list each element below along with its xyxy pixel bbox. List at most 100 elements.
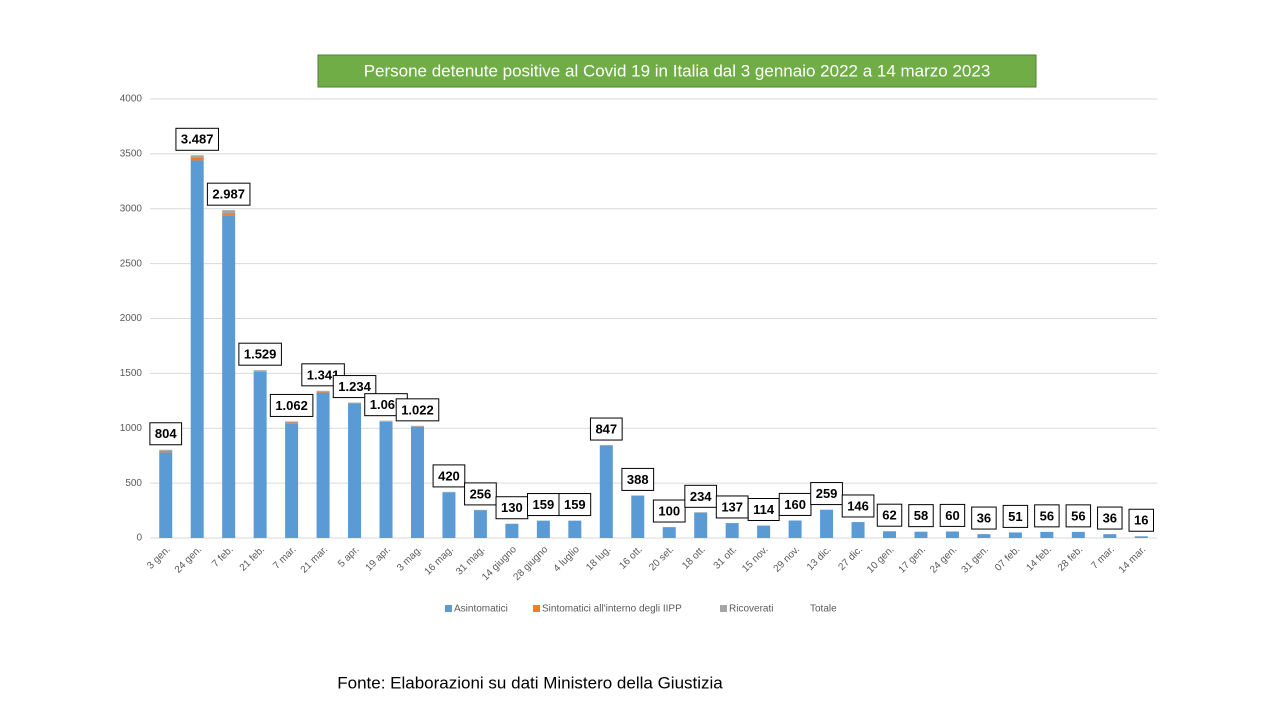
y-tick-label: 500 (125, 478, 142, 489)
x-tick-label: 7 mar. (271, 544, 298, 571)
data-label: 36 (1103, 510, 1117, 525)
bar-segment (474, 510, 487, 538)
bar-segment (191, 155, 204, 157)
bar-segment (600, 445, 613, 538)
bar-segment (852, 522, 865, 538)
bar-segment (285, 421, 298, 422)
bar-segment (317, 392, 330, 393)
x-tick-label: 21 mar. (299, 544, 330, 575)
x-tick-label: 3 mag. (395, 544, 424, 573)
x-tick-label: 28 feb. (1056, 544, 1085, 573)
x-tick-label: 16 mag. (423, 544, 456, 577)
bar-segment (820, 510, 833, 538)
bar-segment (1009, 533, 1022, 538)
bar-segment (159, 450, 172, 451)
bar-segment (159, 451, 172, 453)
data-label: 159 (533, 497, 555, 512)
bar-segment (914, 532, 927, 538)
x-tick-label: 29 nov. (772, 544, 802, 574)
x-tick-label: 21 feb. (238, 544, 267, 573)
y-tick-label: 4000 (120, 94, 143, 105)
x-tick-label: 19 apr. (364, 544, 393, 573)
bar-segment (222, 210, 235, 213)
bar-segment (285, 423, 298, 424)
data-label: 259 (816, 486, 838, 501)
y-tick-label: 2500 (120, 258, 143, 269)
x-tick-label: 18 ott. (680, 544, 707, 571)
data-label: 804 (155, 426, 177, 441)
bar-segment (442, 492, 455, 538)
bar-segment (1135, 536, 1148, 538)
y-tick-label: 2000 (120, 313, 143, 324)
data-label: 114 (753, 502, 775, 517)
x-tick-label: 4 luglio (552, 544, 582, 574)
data-label: 1.529 (244, 347, 277, 362)
bar-segment (663, 527, 676, 538)
x-tick-label: 17 gen. (897, 544, 928, 575)
bar-segment (222, 213, 235, 215)
bar-segment (631, 496, 644, 538)
x-tick-label: 07 feb. (993, 544, 1022, 573)
bar-segment (191, 157, 204, 160)
bar-segment (1103, 534, 1116, 538)
data-label: 420 (438, 468, 460, 483)
x-tick-label: 14 feb. (1024, 544, 1053, 573)
data-label: 3.487 (181, 132, 214, 147)
x-tick-label: 3 gen. (145, 544, 172, 571)
bar-segment (222, 215, 235, 538)
legend-label: Ricoverati (729, 604, 773, 615)
bar-segment (726, 523, 739, 538)
y-tick-label: 3500 (120, 149, 143, 160)
data-label: 146 (847, 498, 869, 513)
x-tick-label: 20 set. (647, 544, 676, 573)
data-label: 60 (945, 508, 959, 523)
data-label: 58 (914, 508, 928, 523)
data-label: 160 (784, 497, 806, 512)
x-tick-label: 31 gen. (960, 544, 991, 575)
x-tick-label: 7 feb. (210, 544, 235, 569)
x-tick-label: 13 dic. (805, 544, 834, 573)
bar-segment (348, 403, 361, 404)
bar-segment (1040, 532, 1053, 538)
y-tick-label: 0 (136, 533, 142, 544)
legend-label: Totale (810, 604, 837, 615)
x-tick-label: 31 ott. (712, 544, 739, 571)
bar-segment (254, 371, 267, 372)
bar-segment (317, 393, 330, 538)
bar-segment (946, 532, 959, 538)
bar-segment (254, 372, 267, 538)
data-label: 62 (882, 508, 896, 523)
data-label: 51 (1008, 509, 1022, 524)
chart-title: Persone detenute positive al Covid 19 in… (364, 61, 991, 80)
legend-swatch (720, 605, 727, 612)
legend-label: Asintomatici (454, 604, 508, 615)
data-label: 56 (1040, 508, 1054, 523)
bar-segment (348, 404, 361, 538)
bar-segment (977, 534, 990, 538)
y-tick-label: 1500 (120, 368, 143, 379)
data-label: 1.062 (275, 398, 308, 413)
legend-swatch (445, 605, 452, 612)
x-tick-label: 28 giugno (512, 544, 551, 583)
legend-swatch (533, 605, 540, 612)
x-tick-label: 5 apr. (336, 544, 361, 569)
x-tick-label: 18 lug. (584, 544, 613, 573)
x-tick-label: 15 nov. (740, 544, 770, 574)
data-label: 2.987 (212, 187, 245, 202)
data-label: 130 (501, 500, 523, 515)
legend-label: Sintomatici all'interno degli IIPP (542, 604, 682, 615)
bar-segment (285, 423, 298, 538)
x-tick-label: 24 gen. (928, 544, 959, 575)
bar-segment (568, 521, 581, 538)
bar-segment (380, 421, 393, 422)
data-label: 100 (658, 503, 680, 518)
bar-segment (789, 521, 802, 538)
bar-segment (505, 524, 518, 538)
x-tick-label: 27 dic. (836, 544, 865, 573)
data-label: 847 (595, 421, 617, 436)
bar-segment (537, 521, 550, 538)
y-tick-label: 3000 (120, 203, 143, 214)
x-tick-label: 14 mar. (1117, 544, 1148, 575)
x-tick-label: 24 gen. (173, 544, 204, 575)
